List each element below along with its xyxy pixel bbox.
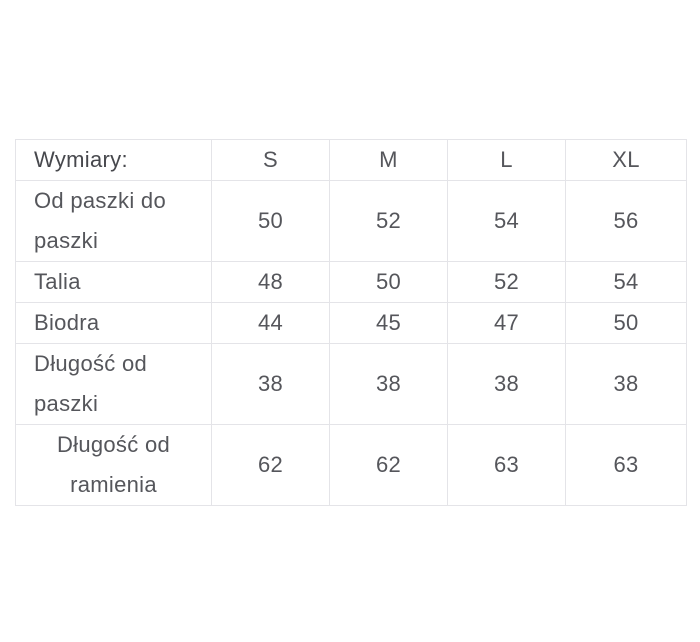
col-header-xl: XL: [565, 139, 687, 181]
cell-hips-m: 45: [329, 302, 448, 344]
row-label-hips: Biodra: [15, 302, 212, 344]
cell-chest-l: 54: [447, 180, 566, 262]
cell-chest-m: 52: [329, 180, 448, 262]
table-row-length-armpit: Długość od paszki 38 38 38 38: [15, 343, 687, 425]
table-title: Wymiary:: [15, 139, 212, 181]
cell-waist-xl: 54: [565, 261, 687, 303]
table-row-waist: Talia 48 50 52 54: [15, 261, 687, 303]
cell-length-armpit-s: 38: [211, 343, 330, 425]
row-label-chest: Od paszki do paszki: [15, 180, 212, 262]
cell-waist-m: 50: [329, 261, 448, 303]
cell-chest-s: 50: [211, 180, 330, 262]
cell-length-shoulder-l: 63: [447, 424, 566, 506]
cell-length-shoulder-s: 62: [211, 424, 330, 506]
cell-length-shoulder-xl: 63: [565, 424, 687, 506]
cell-hips-l: 47: [447, 302, 566, 344]
cell-waist-s: 48: [211, 261, 330, 303]
row-label-length-armpit: Długość od paszki: [15, 343, 212, 425]
cell-hips-xl: 50: [565, 302, 687, 344]
cell-length-shoulder-m: 62: [329, 424, 448, 506]
size-table: Wymiary: S M L XL Od paszki do paszki 50…: [15, 139, 687, 506]
cell-length-armpit-l: 38: [447, 343, 566, 425]
row-label-length-shoulder: Długość od ramienia: [15, 424, 212, 506]
table-row-chest: Od paszki do paszki 50 52 54 56: [15, 180, 687, 262]
cell-waist-l: 52: [447, 261, 566, 303]
cell-chest-xl: 56: [565, 180, 687, 262]
cell-hips-s: 44: [211, 302, 330, 344]
cell-length-armpit-xl: 38: [565, 343, 687, 425]
table-row-length-shoulder: Długość od ramienia 62 62 63 63: [15, 424, 687, 506]
col-header-s: S: [211, 139, 330, 181]
row-label-waist: Talia: [15, 261, 212, 303]
table-row-hips: Biodra 44 45 47 50: [15, 302, 687, 344]
header-row: Wymiary: S M L XL: [15, 139, 687, 181]
col-header-l: L: [447, 139, 566, 181]
col-header-m: M: [329, 139, 448, 181]
cell-length-armpit-m: 38: [329, 343, 448, 425]
